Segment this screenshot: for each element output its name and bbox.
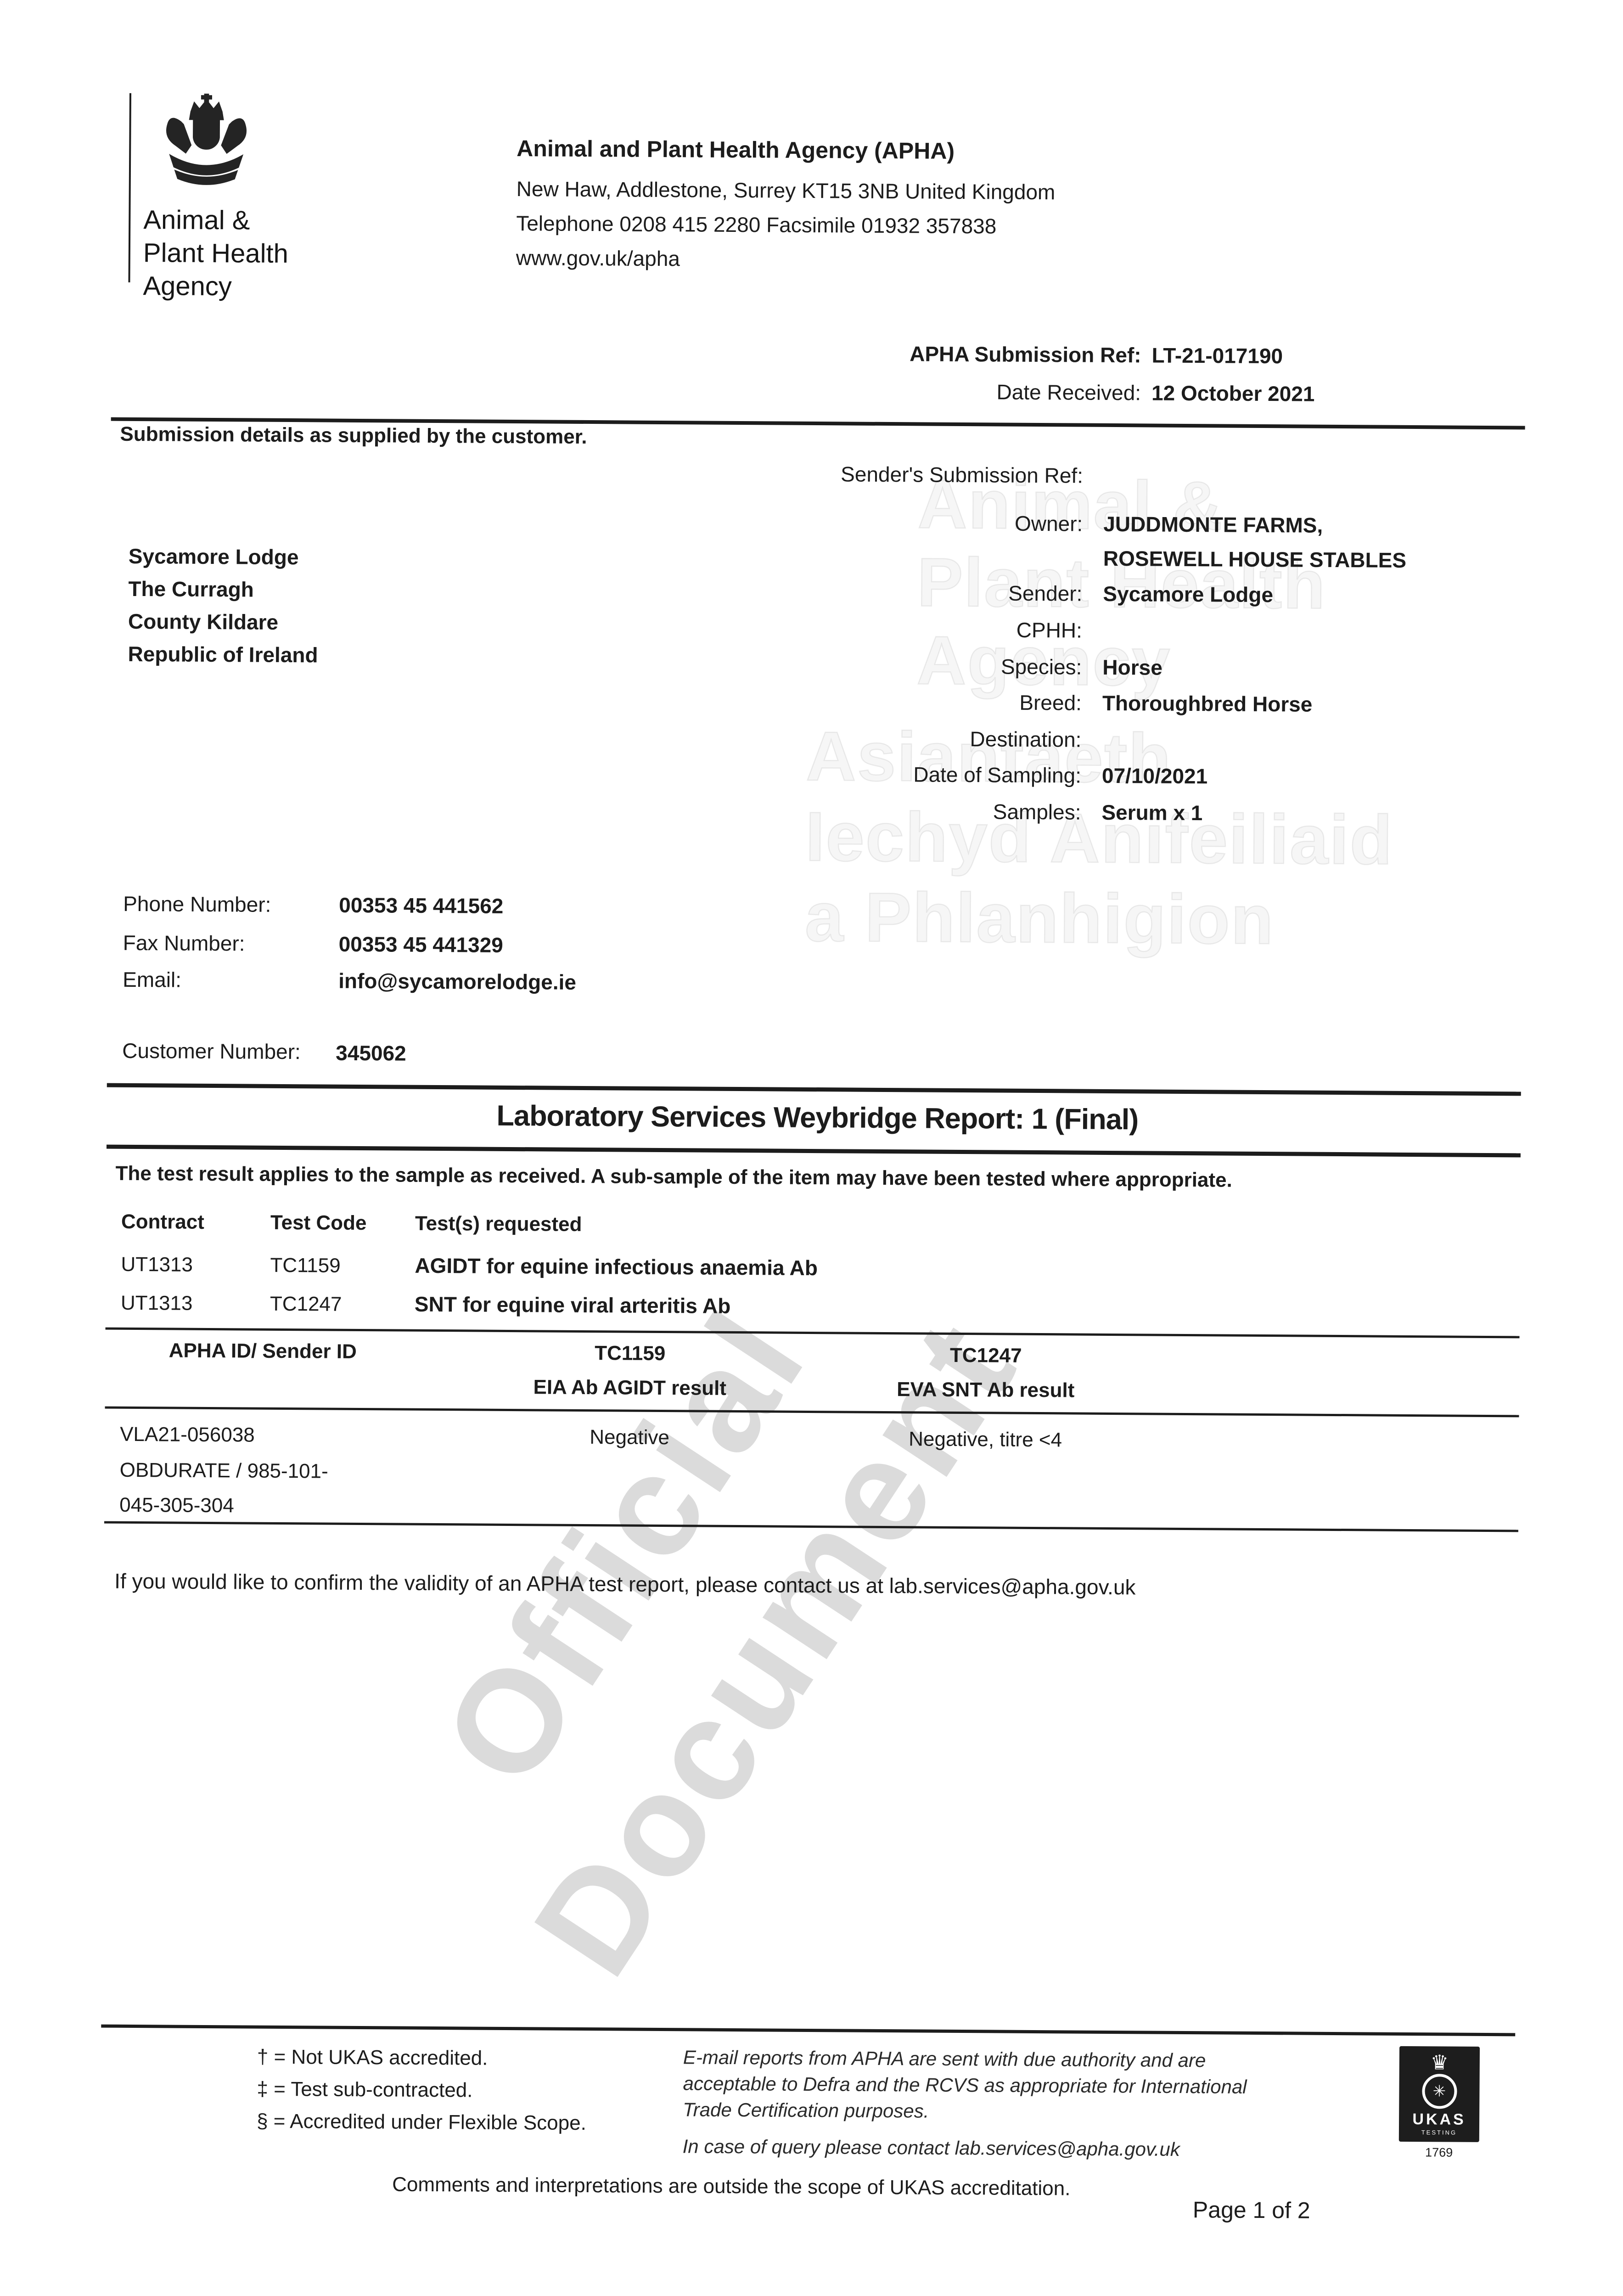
ukas-emblem-icon: ✳ [1421,2073,1457,2109]
watermark-line: a Phlanhigion [804,878,1275,960]
footer-key-flexible-scope: § = Accredited under Flexible Scope. [256,2110,587,2135]
samples-value: Serum x 1 [1101,800,1203,825]
ukas-type: TESTING [1421,2128,1457,2136]
customer-number-label: Customer Number: [122,1038,301,1064]
owner-label: Owner: [1014,511,1083,536]
fax-number-label: Fax Number: [123,930,245,956]
table-cell-code: TC1159 [270,1254,341,1277]
sender-label: Sender: [1008,581,1083,606]
apha-submission-ref-value: LT-21-017190 [1151,343,1283,368]
email-label: Email: [123,967,182,992]
header-address: New Haw, Addlestone, Surrey KT15 3NB Uni… [516,177,1056,204]
footer-key-not-accredited: † = Not UKAS accredited. [257,2045,488,2070]
results-id-header: APHA ID/ Sender ID [168,1339,357,1363]
customer-number-value: 345062 [336,1041,406,1065]
sender-value: Sycamore Lodge [1103,581,1274,607]
agency-logo-line: Animal & [143,205,250,236]
submission-details-heading: Submission details as supplied by the cu… [120,422,587,448]
table-cell-contract: UT1313 [121,1253,193,1276]
customer-address-line: Republic of Ireland [128,642,318,667]
agency-logo-text: Animal & Plant Health Agency [143,203,288,304]
destination-label: Destination: [970,727,1082,752]
date-of-sampling-value: 07/10/2021 [1101,763,1208,788]
agency-logo-line: Plant Health [143,238,289,269]
sample-id-line: VLA21-056038 [120,1423,255,1446]
header-title: Animal and Plant Health Agency (APHA) [517,135,955,164]
fax-number-value: 00353 45 441329 [338,932,503,957]
contract-header: Contract [121,1210,205,1233]
date-received-label: Date Received: [996,380,1141,405]
table-cell-requested: SNT for equine viral arteritis Ab [414,1292,731,1318]
footer-comments-note: Comments and interpretations are outside… [392,2173,1071,2200]
samples-label: Samples: [993,799,1081,824]
report-title: Laboratory Services Weybridge Report: 1 … [496,1099,1139,1136]
tests-requested-header: Test(s) requested [415,1212,582,1236]
result-eva: Negative, titre <4 [909,1428,1062,1452]
owner-value-line1: JUDDMONTE FARMS, [1103,512,1323,537]
test-code-header: Test Code [270,1211,367,1235]
results-col1-name: EIA Ab AGIDT result [533,1376,727,1400]
owner-value-line2: ROSEWELL HOUSE STABLES [1103,546,1407,572]
royal-crest-icon [166,93,247,185]
customer-address-line: The Curragh [128,576,254,602]
results-col1-code: TC1159 [595,1342,666,1365]
breed-label: Breed: [1019,690,1082,715]
agency-logo-line: Agency [143,271,232,302]
results-col2-code: TC1247 [949,1344,1022,1367]
date-of-sampling-label: Date of Sampling: [913,762,1082,788]
ukas-number: 1769 [1425,2145,1453,2160]
date-received-value: 12 October 2021 [1151,381,1315,406]
footer-email-note-line: acceptable to Defra and the RCVS as appr… [683,2072,1247,2098]
table-cell-code: TC1247 [270,1292,342,1316]
cphh-label: CPHH: [1016,618,1083,642]
logo-divider [128,93,132,282]
footer-email-note-line: E-mail reports from APHA are sent with d… [683,2046,1206,2071]
phone-number-label: Phone Number: [123,891,271,917]
header-telephone: Telephone 0208 415 2280 Facsimile 01932 … [516,211,997,238]
phone-number-value: 00353 45 441562 [339,893,504,918]
ukas-logo: ♛ ✳ UKAS TESTING [1398,2046,1480,2142]
page-number: Page 1 of 2 [1192,2197,1310,2223]
table-cell-contract: UT1313 [120,1291,193,1315]
breed-value: Thoroughbred Horse [1102,691,1313,716]
footer-query-note: In case of query please contact lab.serv… [682,2135,1180,2160]
email-value: info@sycamorelodge.ie [338,968,577,994]
results-col2-name: EVA SNT Ab result [897,1378,1075,1402]
customer-address: Sycamore Lodge The Curragh County Kildar… [128,540,319,672]
species-value: Horse [1102,655,1162,680]
apha-submission-ref-label: APHA Submission Ref: [910,342,1141,367]
footer-key-subcontracted: ‡ = Test sub-contracted. [257,2077,473,2102]
customer-address-line: Sycamore Lodge [128,544,299,569]
result-eia: Negative [590,1426,670,1449]
ukas-crown-icon: ♛ [1430,2051,1449,2074]
sample-id-line: OBDURATE / 985-101- [119,1458,328,1483]
header-website: www.gov.uk/apha [516,246,680,271]
sender-submission-ref-label: Sender's Submission Ref: [840,462,1084,488]
customer-address-line: County Kildare [128,609,279,634]
table-cell-requested: AGIDT for equine infectious anaemia Ab [415,1253,818,1280]
species-label: Species: [1000,654,1082,679]
report-note: The test result applies to the sample as… [115,1162,1232,1192]
ukas-name: UKAS [1412,2110,1466,2128]
sample-id-line: 045-305-304 [119,1493,234,1517]
ukas-emblem-glyph: ✳ [1432,2082,1446,2100]
footer-email-note-line: Trade Certification purposes. [683,2099,929,2122]
